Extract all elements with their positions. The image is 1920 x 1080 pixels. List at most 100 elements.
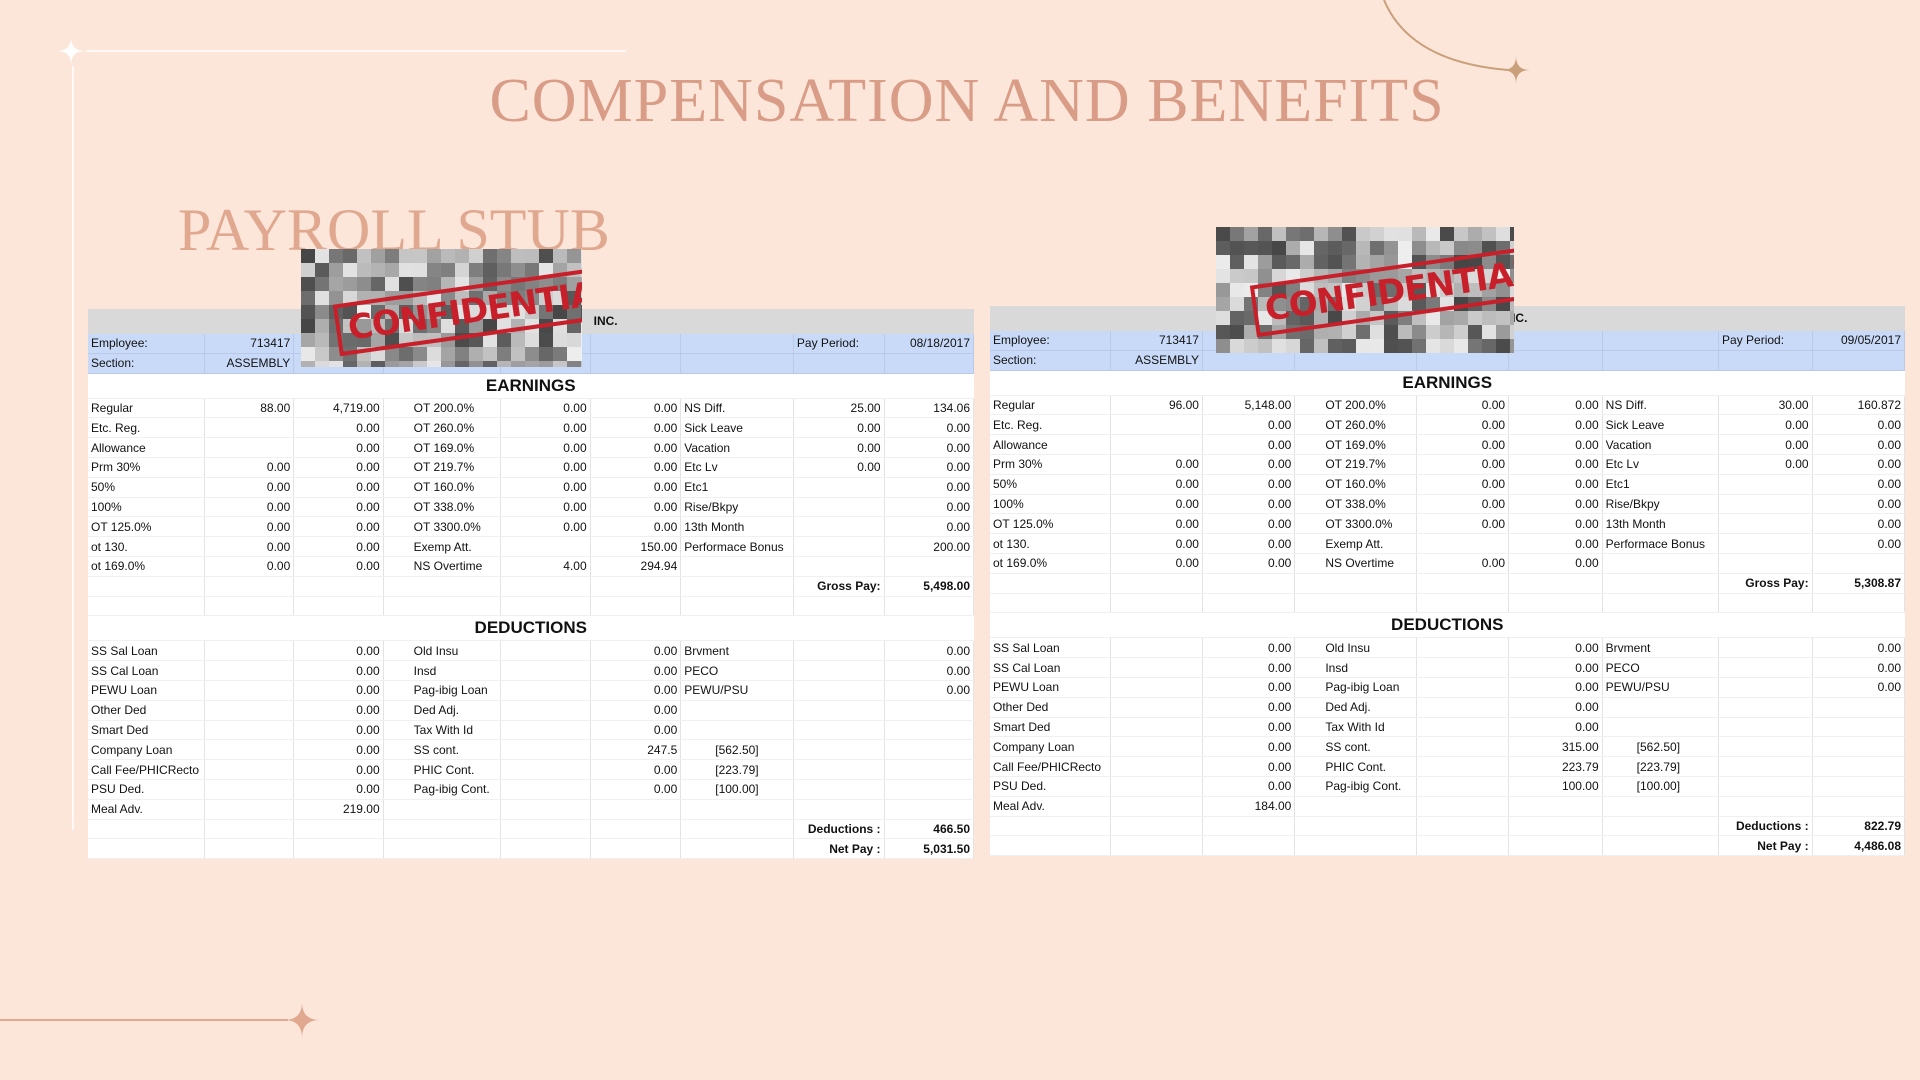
row: Net Pay :4,486.08 [990,835,1906,857]
cell-text: 0.00 [590,640,682,662]
cell-text: OT 260.0% [383,417,502,439]
cell-text: [562.50] [680,739,794,761]
mosaic-cell [1370,297,1384,311]
row: Gross Pay: 5,308.87 [990,573,1906,594]
mosaic-cell [525,277,539,291]
cell-text: 0.00 [1202,657,1296,678]
cell-text: NS Diff. [680,398,794,419]
mosaic-cell [441,249,455,263]
mosaic-cell [399,333,413,347]
row: PEWU Loan 0.00 Pag-ibig Loan 0.00 PEWU/PSU 0.… [88,680,975,701]
cell-text: 0.00 [590,779,682,800]
mosaic-cell [399,347,413,361]
mosaic-cell [469,333,483,347]
mosaic-cell [455,291,469,305]
cell [884,799,975,820]
cell [590,333,682,354]
mosaic-cell [1454,269,1468,283]
row: ot 169.0% 0.00 0.00 NS Overtime 0.00 0.00 [990,553,1906,574]
mosaic-cell [567,249,581,263]
cell [293,576,384,597]
cell-text: 134.06 [884,398,975,419]
mosaic-cell [539,305,553,319]
cell-text: [223.79] [680,759,794,780]
mosaic-cell [553,361,567,367]
cell-text: NS Overtime [1294,553,1417,574]
cell [1718,350,1813,371]
mosaic-cell [1300,339,1314,353]
mosaic-cell [1244,325,1258,339]
cell [1812,736,1906,758]
cell-text: PSU Ded. [990,776,1111,797]
arc [1383,0,1509,71]
mosaic-cell [525,333,539,347]
stub-table: IC.Employee:713417C/Pay Period:09/05/201… [990,306,1906,857]
cell-text: OT 200.0% [383,398,502,419]
mosaic-cell [315,305,329,319]
cell-text: 0.00 [793,437,885,458]
cell-text: Meal Adv. [990,796,1111,817]
cell-text: Sick Leave [1602,414,1720,436]
cell-text: 0.00 [293,536,384,557]
mosaic-cell [553,319,567,333]
mosaic-cell [1482,255,1496,269]
row: SS Cal Loan 0.00 Insd 0.00 PECO 0.00 [990,657,1906,678]
row: Other Ded 0.00 Ded Adj. 0.00 [88,700,975,721]
mosaic-cell [413,361,427,367]
mosaic-cell [1482,297,1496,311]
mosaic-cell [1370,269,1384,283]
row: Call Fee/PHICRecto 0.00 PHIC Cont. 0.00 [223… [88,759,975,780]
mosaic-cell [343,361,357,367]
mosaic-cell [1412,339,1426,353]
cell-text: 0.00 [1202,677,1296,698]
mosaic-cell [301,347,315,361]
cell-text: 0.00 [293,640,384,662]
cell-text: PEWU/PSU [1602,677,1720,698]
mosaic-cell [1258,255,1272,269]
cell [1110,697,1203,718]
cell-text: Tax With Id [1294,717,1417,738]
mosaic-cell [315,291,329,305]
mosaic-cell [427,361,441,367]
cell [793,477,885,498]
cell [680,838,794,860]
cell-text: Pay Period: [793,333,885,354]
mosaic-cell [385,263,399,277]
cell-text: [100.00] [1602,776,1720,797]
mosaic-cell [1482,269,1496,283]
mosaic-cell [553,347,567,361]
cell-text: 0.00 [884,497,975,518]
mosaic-cell [1384,311,1398,325]
cell [88,596,205,617]
cell-text: Brvment [680,640,794,662]
cell [1294,796,1417,817]
cell [1416,573,1510,594]
mosaic-cell [1272,269,1286,283]
mosaic-cell [399,277,413,291]
cell-text: 0.00 [884,417,975,439]
cell [383,838,502,860]
mosaic-cell [1412,255,1426,269]
cell [680,799,794,820]
payroll-stub: INC.Employee:713417CPay Period:08/18/201… [88,309,975,860]
mosaic-cell [469,319,483,333]
mosaic-cell [1426,241,1440,255]
mosaic-cell [497,263,511,277]
cell-text: 0.00 [293,556,384,577]
mosaic-cell [1454,339,1468,353]
mosaic-cell [385,347,399,361]
mosaic-cell [343,249,357,263]
cell-text: 0.00 [1508,513,1603,535]
cell-text: OT 169.0% [1294,434,1417,455]
mosaic-cell [1440,255,1454,269]
mosaic-cell [1328,297,1342,311]
mosaic-cell [483,319,497,333]
mosaic-cell [1230,311,1244,325]
mosaic-cell [427,277,441,291]
mosaic-cell [1384,269,1398,283]
cell-text: 0.00 [1508,697,1603,718]
mosaic-cell [371,263,385,277]
cell [990,835,1111,857]
cell-text: INC. [590,309,682,334]
mosaic-cell [1370,311,1384,325]
